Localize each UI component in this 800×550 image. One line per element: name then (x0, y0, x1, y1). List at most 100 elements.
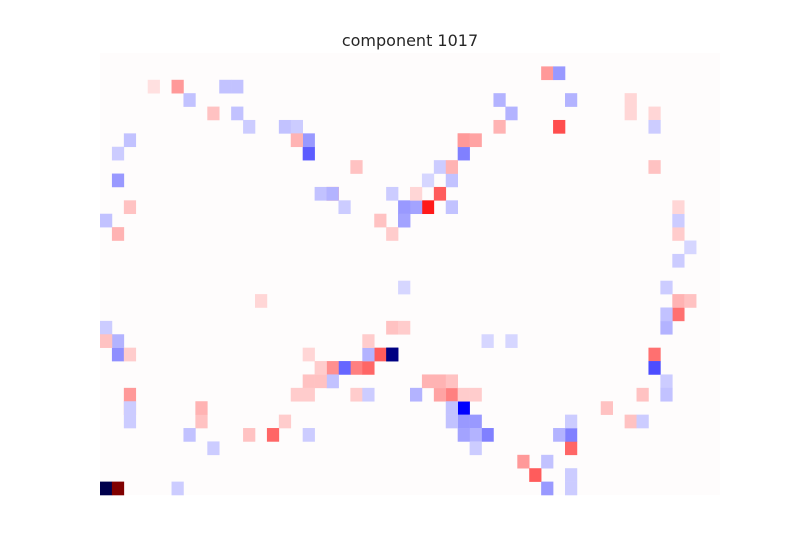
heatmap-cell (350, 361, 363, 375)
heatmap-cell (421, 374, 435, 389)
heatmap-cell (469, 414, 482, 429)
heatmap-cell (195, 414, 208, 429)
heatmap-cell (362, 334, 375, 348)
heatmap-cell (338, 200, 351, 215)
heatmap-cell (445, 387, 458, 402)
heatmap-cell (302, 133, 315, 148)
heatmap-cell (445, 200, 458, 215)
heatmap-cell (421, 200, 435, 215)
heatmap-cell (469, 428, 482, 442)
heatmap-cell (445, 414, 458, 429)
heatmap-cell (290, 133, 303, 148)
heatmap-cell (231, 79, 244, 94)
heatmap-cell (445, 401, 458, 415)
heatmap-cell (505, 106, 518, 121)
heatmap-cell (457, 146, 470, 161)
heatmap-cell (362, 361, 375, 375)
heatmap-cell (326, 374, 339, 389)
heatmap-cell (457, 387, 470, 402)
heatmap-cell (111, 227, 125, 241)
heatmap-cell (660, 374, 673, 389)
heatmap-cell (278, 414, 292, 429)
heatmap-cell (183, 93, 196, 107)
heatmap-cell (660, 307, 673, 322)
heatmap-cell (123, 414, 137, 429)
heatmap-cell (457, 401, 470, 415)
heatmap-cell (565, 414, 578, 429)
heatmap-cell (410, 387, 423, 402)
heatmap-cell (672, 294, 685, 308)
heatmap-cell (278, 119, 292, 134)
heatmap-cell (469, 133, 482, 148)
heatmap-cell (398, 320, 411, 335)
heatmap-cell (123, 401, 137, 415)
heatmap-cell (326, 361, 339, 375)
heatmap-cell (100, 481, 113, 496)
heatmap-cell (433, 186, 447, 201)
heatmap-cell (553, 428, 566, 442)
heatmap-cell (672, 307, 685, 322)
heatmap-cell (183, 428, 196, 442)
heatmap-cell (433, 387, 447, 402)
heatmap-cell (398, 280, 411, 295)
heatmap-cell (195, 401, 208, 415)
heatmap-cell (624, 106, 637, 121)
heatmap-cell (433, 374, 447, 389)
heatmap-cell (350, 387, 363, 402)
heatmap-cell (553, 119, 566, 134)
heatmap-cell (123, 133, 137, 148)
heatmap-cell (290, 119, 303, 134)
heatmap-cell (302, 347, 315, 362)
heatmap-cell (338, 361, 351, 375)
heatmap-cell (505, 334, 518, 348)
heatmap-cell (100, 320, 113, 335)
heatmap-cell (111, 173, 125, 188)
heatmap-cell (374, 347, 387, 362)
heatmap-cell (648, 160, 661, 174)
heatmap-cell (255, 294, 268, 308)
heatmap-cell (207, 441, 220, 456)
heatmap-cell (302, 146, 315, 161)
heatmap-cell (433, 160, 447, 174)
heatmap-cell (672, 200, 685, 215)
heatmap-cell (624, 414, 637, 429)
heatmap-cell (684, 240, 697, 255)
heatmap-cell (493, 93, 506, 107)
heatmap-cell (410, 186, 423, 201)
heatmap-cell (111, 481, 125, 496)
heatmap-cell (171, 79, 184, 94)
heatmap-cell (553, 66, 566, 81)
heatmap-cell (123, 387, 137, 402)
heatmap-cell (386, 227, 399, 241)
heatmap-cell (302, 374, 315, 389)
heatmap-cell (314, 374, 327, 389)
heatmap-cell (290, 387, 303, 402)
heatmap-cell (636, 387, 649, 402)
heatmap-cell (171, 481, 184, 496)
heatmap-cell (636, 414, 649, 429)
heatmap-cell (386, 320, 399, 335)
heatmap-cell (541, 481, 554, 496)
heatmap-cell (266, 428, 280, 442)
heatmap-cell (541, 454, 554, 469)
heatmap-cell (660, 320, 673, 335)
heatmap-cell (207, 106, 220, 121)
heatmap-cell (243, 119, 256, 134)
heatmap-cell (398, 200, 411, 215)
heatmap-cell (219, 79, 232, 94)
heatmap-cell (457, 414, 470, 429)
heatmap-cell (111, 146, 125, 161)
heatmap-cell (469, 441, 482, 456)
heatmap-cell (350, 160, 363, 174)
heatmap-cell (362, 347, 375, 362)
heatmap-cell (529, 468, 542, 482)
heatmap-cell (457, 428, 470, 442)
heatmap-cell (398, 213, 411, 228)
heatmap-cell (481, 428, 494, 442)
heatmap-cell (243, 428, 256, 442)
heatmap-cell (660, 387, 673, 402)
heatmap-cell (565, 428, 578, 442)
heatmap-cell (147, 79, 160, 94)
